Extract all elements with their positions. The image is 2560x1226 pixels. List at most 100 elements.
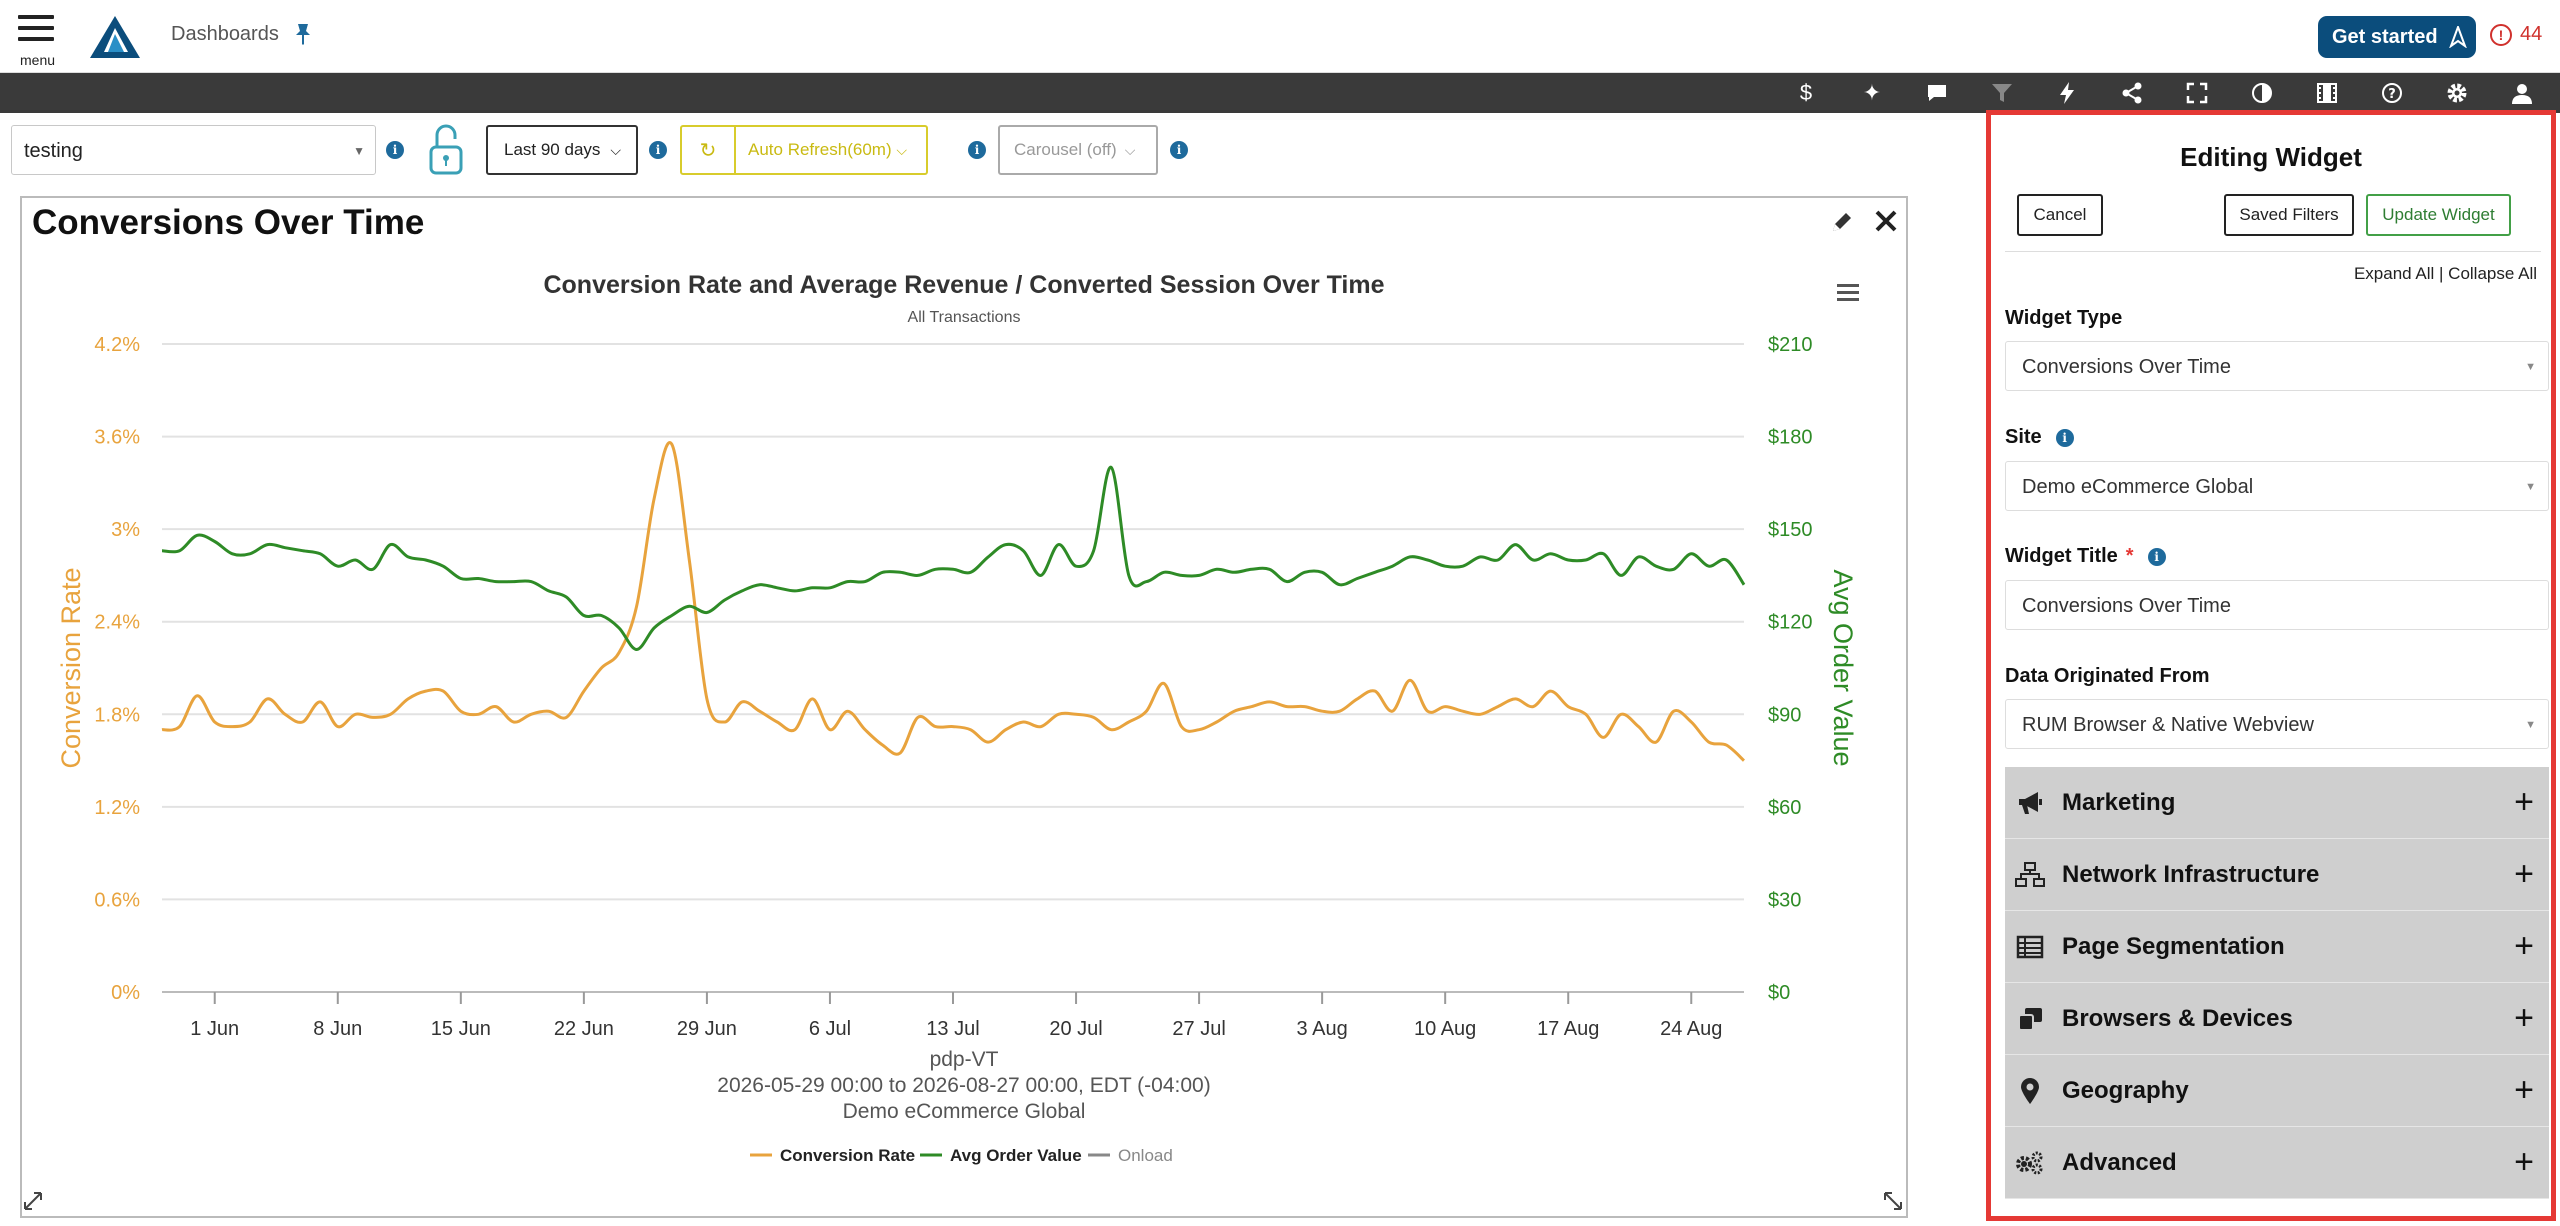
update-widget-button[interactable]: Update Widget <box>2366 194 2511 236</box>
widget-title-label: Widget Title * i <box>2005 545 2166 568</box>
info-icon[interactable]: i <box>386 141 404 159</box>
get-started-button[interactable]: Get started <box>2318 16 2476 58</box>
avg-order-value-line <box>161 465 1746 652</box>
menu-button[interactable]: menu <box>18 15 58 71</box>
alert-indicator[interactable]: ! 44 <box>2490 23 2542 46</box>
x-tick-label: 20 Jul <box>1049 1018 1102 1040</box>
section-geography[interactable]: Geography + <box>2005 1055 2549 1127</box>
close-icon[interactable] <box>1873 208 1899 234</box>
x-tick-label: 17 Aug <box>1537 1018 1599 1040</box>
section-label: Network Infrastructure <box>2062 860 2320 888</box>
widget-card: 0% $0 0.6% $30 1.2% $60 1.8% $90 2.4% $120 3% $150 3… <box>20 196 1908 1218</box>
x-tick-label: 13 Jul <box>926 1018 979 1040</box>
date-range-button[interactable]: Last 90 days ⌵ <box>486 125 638 175</box>
film-icon[interactable] <box>2313 79 2341 107</box>
fullscreen-icon[interactable] <box>2183 79 2211 107</box>
lightning-icon[interactable] <box>2053 79 2081 107</box>
breadcrumb[interactable]: Dashboards <box>171 23 279 45</box>
chevron-down-icon: ⌵ <box>610 141 622 158</box>
section-network-infrastructure[interactable]: Network Infrastructure + <box>2005 839 2549 911</box>
date-range-label: Last 90 days <box>504 140 601 159</box>
chart: 0% $0 0.6% $30 1.2% $60 1.8% $90 2.4% $120 3% $150 3… <box>56 271 1859 1165</box>
alert-icon: ! <box>2490 23 2512 46</box>
plus-icon: + <box>2514 999 2534 1037</box>
toolbar: $ ✦ ? <box>0 73 2560 113</box>
contrast-icon[interactable] <box>2248 79 2276 107</box>
data-origin-label: Data Originated From <box>2005 665 2209 688</box>
info-icon[interactable]: i <box>2147 547 2166 566</box>
expand-icon[interactable] <box>22 1190 44 1212</box>
comment-icon[interactable] <box>1923 79 1951 107</box>
refresh-icon[interactable]: ↻ <box>682 127 736 173</box>
x-tick-label: 8 Jun <box>313 1018 362 1040</box>
get-started-label: Get started <box>2332 25 2438 48</box>
widget-title: Conversions Over Time <box>32 203 425 242</box>
auto-refresh-label: Auto Refresh(60m) <box>748 140 892 159</box>
y-left-axis-label: Conversion Rate <box>56 567 86 768</box>
auto-refresh-button[interactable]: ↻ Auto Refresh(60m) ⌵ <box>680 125 928 175</box>
x-tick-label: 29 Jun <box>677 1018 737 1040</box>
site-select[interactable]: Demo eCommerce Global ▼ <box>2005 461 2549 511</box>
share-icon[interactable] <box>2118 79 2146 107</box>
caret-down-icon: ▼ <box>2525 719 2536 731</box>
pencil-icon[interactable] <box>1830 210 1854 234</box>
section-page-segmentation[interactable]: Page Segmentation + <box>2005 911 2549 983</box>
info-icon[interactable]: i <box>1170 141 1188 159</box>
info-icon[interactable]: i <box>968 141 986 159</box>
expand-all-link[interactable]: Expand All <box>2353 264 2435 283</box>
plus-icon: + <box>2514 855 2534 893</box>
top-bar: menu Dashboards Get started ! 44 <box>0 0 2560 73</box>
cancel-button[interactable]: Cancel <box>2017 194 2103 236</box>
sparkle-icon[interactable]: ✦ <box>1862 80 1882 105</box>
network-icon <box>2013 860 2047 890</box>
x-tick-label: 22 Jun <box>554 1018 614 1040</box>
hamburger-icon-bar <box>18 26 54 30</box>
legend-item: Conversion Rate <box>780 1146 915 1165</box>
dollar-icon[interactable]: $ <box>1799 80 1813 105</box>
panel-title: Editing Widget <box>2180 142 2362 172</box>
settings-icon[interactable] <box>2443 79 2471 107</box>
user-icon[interactable] <box>2508 79 2536 107</box>
unlock-icon[interactable] <box>425 121 467 177</box>
widget-title-label-text: Widget Title <box>2005 545 2118 567</box>
y-right-tick-label: $120 <box>1768 612 1813 634</box>
section-browsers-devices[interactable]: Browsers & Devices + <box>2005 983 2549 1055</box>
collapse-all-link[interactable]: Collapse All <box>2448 264 2537 283</box>
filter-icon[interactable] <box>1988 79 2016 107</box>
y-right-tick-label: $60 <box>1768 797 1801 819</box>
y-left-tick-label: 2.4% <box>94 612 140 634</box>
y-right-axis-label: Avg Order Value <box>1828 569 1858 766</box>
required-marker: * <box>2125 545 2134 567</box>
resize-handle-icon[interactable] <box>1882 1190 1904 1212</box>
x-tick-label: 10 Aug <box>1414 1018 1476 1040</box>
section-label: Browsers & Devices <box>2062 1004 2293 1032</box>
chart-footer-line: Demo eCommerce Global <box>843 1100 1086 1123</box>
section-label: Page Segmentation <box>2062 932 2285 960</box>
data-origin-select[interactable]: RUM Browser & Native Webview ▼ <box>2005 699 2549 749</box>
logo[interactable] <box>88 14 142 60</box>
pin-icon[interactable] <box>292 22 314 46</box>
expand-collapse-links: Expand All | Collapse All <box>2354 264 2537 284</box>
y-right-tick-label: $210 <box>1768 334 1813 356</box>
y-left-tick-label: 4.2% <box>94 334 140 356</box>
map-pin-icon <box>2013 1076 2047 1106</box>
hamburger-icon-bar <box>18 37 54 41</box>
dashboard-select[interactable]: testing ▼ <box>11 125 376 175</box>
help-icon[interactable]: ? <box>2378 79 2406 107</box>
caret-down-icon: ▼ <box>353 144 365 158</box>
section-marketing[interactable]: Marketing + <box>2005 767 2549 839</box>
section-advanced[interactable]: Advanced + <box>2005 1127 2549 1199</box>
data-origin-label-text: Data Originated From <box>2005 665 2210 687</box>
info-icon[interactable]: i <box>2055 428 2074 447</box>
site-label: Site i <box>2005 426 2074 449</box>
carousel-button[interactable]: Carousel (off) ⌵ <box>998 125 1158 175</box>
widget-title-input[interactable]: Conversions Over Time <box>2005 580 2549 630</box>
x-tick-label: 1 Jun <box>190 1018 239 1040</box>
legend-item: Onload <box>1118 1146 1173 1165</box>
gears-icon <box>2013 1148 2047 1178</box>
saved-filters-button[interactable]: Saved Filters <box>2224 194 2354 236</box>
chart-menu-icon[interactable] <box>1837 284 1859 301</box>
widget-type-select[interactable]: Conversions Over Time ▼ <box>2005 341 2549 391</box>
x-tick-label: 15 Jun <box>431 1018 491 1040</box>
info-icon[interactable]: i <box>649 141 667 159</box>
